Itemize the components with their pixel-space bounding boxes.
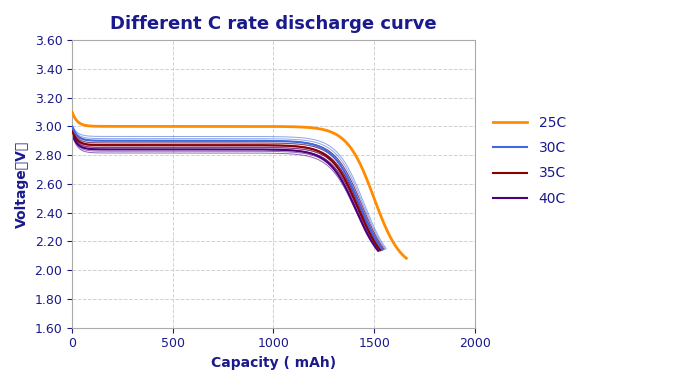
35C bbox=[99, 143, 107, 147]
40C bbox=[192, 147, 200, 152]
30C bbox=[100, 139, 108, 143]
35C bbox=[68, 129, 76, 133]
30C bbox=[378, 247, 386, 252]
25C bbox=[402, 256, 410, 261]
Y-axis label: Voltage（V）: Voltage（V） bbox=[15, 140, 29, 228]
Line: 30C: 30C bbox=[72, 126, 382, 249]
Line: 40C: 40C bbox=[72, 134, 378, 251]
40C bbox=[278, 147, 286, 152]
Legend: 25C, 30C, 35C, 40C: 25C, 30C, 35C, 40C bbox=[486, 109, 572, 213]
Line: 25C: 25C bbox=[72, 112, 406, 258]
30C bbox=[315, 144, 324, 149]
40C bbox=[306, 151, 315, 156]
30C bbox=[281, 139, 289, 144]
35C bbox=[193, 143, 201, 147]
30C bbox=[68, 124, 76, 129]
25C bbox=[203, 124, 211, 129]
Line: 35C: 35C bbox=[72, 131, 380, 250]
30C bbox=[310, 142, 318, 147]
40C bbox=[99, 147, 107, 152]
35C bbox=[279, 143, 288, 148]
30C bbox=[204, 139, 213, 143]
25C bbox=[215, 124, 223, 129]
40C bbox=[312, 153, 320, 158]
25C bbox=[297, 125, 306, 129]
Title: Different C rate discharge curve: Different C rate discharge curve bbox=[110, 15, 437, 33]
25C bbox=[68, 110, 76, 114]
35C bbox=[314, 149, 322, 153]
35C bbox=[204, 143, 212, 147]
40C bbox=[374, 248, 383, 253]
35C bbox=[308, 147, 317, 151]
25C bbox=[102, 124, 110, 129]
40C bbox=[68, 131, 76, 136]
35C bbox=[376, 248, 385, 252]
25C bbox=[335, 134, 343, 138]
30C bbox=[193, 139, 202, 143]
25C bbox=[328, 131, 337, 135]
40C bbox=[203, 147, 211, 152]
X-axis label: Capacity ( mAh): Capacity ( mAh) bbox=[211, 356, 336, 370]
